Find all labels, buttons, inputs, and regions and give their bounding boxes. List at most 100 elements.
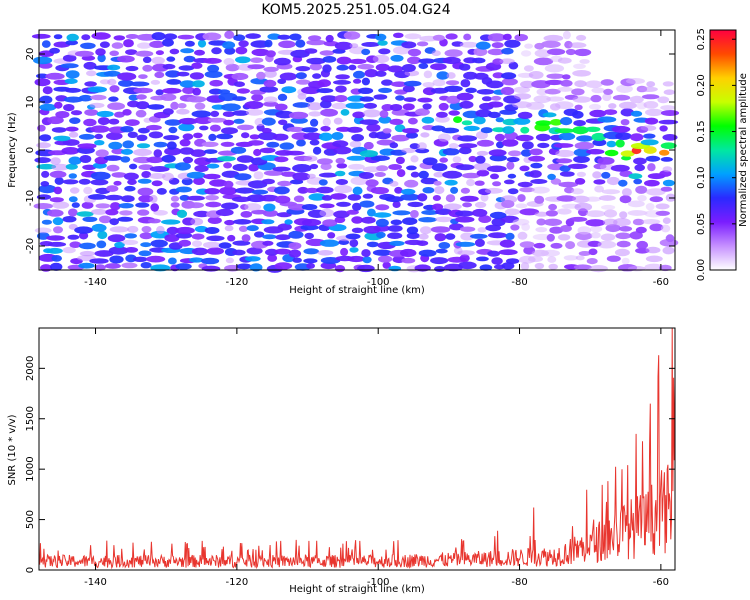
heatmap-cell xyxy=(320,100,332,109)
heatmap-cell xyxy=(317,250,334,256)
heatmap-cell xyxy=(359,96,374,102)
heatmap-cell xyxy=(590,94,602,103)
heatmap-cell xyxy=(370,187,389,195)
heatmap-cell xyxy=(141,226,152,233)
x-tick-label: -60 xyxy=(653,577,669,588)
heatmap-cell xyxy=(36,163,57,170)
heatmap-cell xyxy=(62,216,77,223)
heatmap-cell xyxy=(40,181,50,187)
heatmap-cell xyxy=(573,63,586,69)
x-tick-label: -80 xyxy=(511,577,527,588)
heatmap-cell xyxy=(361,48,371,56)
heatmap-cell xyxy=(572,126,589,135)
heatmap-cell xyxy=(296,139,306,147)
heatmap-cell xyxy=(140,262,152,269)
heatmap-cell xyxy=(601,204,616,210)
heatmap-cell xyxy=(575,255,585,261)
heatmap-cell xyxy=(91,223,107,232)
heatmap-cell xyxy=(135,50,154,57)
heatmap-cell xyxy=(278,40,296,49)
heatmap-cell xyxy=(352,202,362,211)
heatmap-cell xyxy=(612,94,631,101)
heatmap-cell xyxy=(301,127,319,133)
heatmap-cell xyxy=(306,57,326,65)
heatmap-cell xyxy=(160,93,177,101)
heatmap-cell xyxy=(361,216,376,224)
heatmap-cell xyxy=(495,117,504,123)
heatmap-cell xyxy=(279,72,297,81)
heatmap-cell xyxy=(469,233,488,239)
heatmap-cell xyxy=(630,110,643,117)
heatmap-cell xyxy=(359,150,378,158)
heatmap-cell xyxy=(275,103,288,111)
heatmap-cell xyxy=(68,196,78,203)
heatmap-cell xyxy=(108,141,123,150)
heatmap-cell xyxy=(164,234,180,242)
heatmap-cell xyxy=(66,33,79,42)
heatmap-cell xyxy=(340,247,349,257)
heatmap-cell xyxy=(153,141,168,148)
heatmap-cell xyxy=(474,201,487,208)
heatmap-cell xyxy=(194,49,205,56)
heatmap-cell xyxy=(204,227,220,234)
heatmap-cell xyxy=(225,257,234,264)
heatmap-cell xyxy=(502,33,512,41)
heatmap-cell xyxy=(574,104,583,111)
heatmap-cell xyxy=(571,88,585,96)
heatmap-cell xyxy=(336,201,351,207)
heatmap-cell xyxy=(544,64,565,73)
heatmap-cell xyxy=(310,118,319,127)
heatmap-cell xyxy=(54,101,63,109)
heatmap-cell xyxy=(556,208,572,215)
heatmap-cell xyxy=(410,210,419,218)
heatmap-cell xyxy=(402,217,418,225)
heatmap-cell xyxy=(49,47,60,54)
heatmap-cell xyxy=(444,85,463,93)
heatmap-cell xyxy=(89,258,109,264)
heatmap-cell xyxy=(614,248,630,257)
heatmap-cell xyxy=(517,194,526,202)
heatmap-cell xyxy=(68,173,78,179)
heatmap-cell xyxy=(417,97,433,103)
heatmap-cell xyxy=(109,255,124,264)
heatmap-cell xyxy=(553,143,574,148)
heatmap-cell xyxy=(534,262,545,270)
heatmap-cell xyxy=(106,132,123,141)
heatmap-cell xyxy=(636,240,648,250)
heatmap-cell xyxy=(632,218,645,226)
heatmap-cell xyxy=(221,202,239,210)
heatmap-cell xyxy=(663,89,675,95)
heatmap-cell xyxy=(51,163,70,171)
heatmap-cell xyxy=(567,163,588,169)
heatmap-cell xyxy=(295,72,307,80)
heatmap-cell xyxy=(418,63,429,69)
heatmap-cell xyxy=(547,256,557,263)
y-tick-label: 10 xyxy=(25,96,36,109)
heatmap-cell xyxy=(418,233,429,240)
heatmap-cell xyxy=(373,224,391,232)
heatmap-cell xyxy=(528,155,545,162)
heatmap-cell xyxy=(166,56,176,62)
heatmap-cell xyxy=(61,147,80,155)
heatmap-cell xyxy=(459,41,479,48)
heatmap-cell xyxy=(374,172,386,177)
heatmap-cell xyxy=(459,146,472,155)
heatmap-cell xyxy=(635,226,647,234)
heatmap-cell xyxy=(320,162,332,171)
heatmap-cell xyxy=(644,117,659,125)
heatmap-cell xyxy=(531,186,550,194)
heatmap-cell xyxy=(571,188,584,195)
heatmap-cell xyxy=(333,117,343,125)
heatmap-cell xyxy=(403,80,422,87)
heatmap-cell xyxy=(263,79,277,88)
heatmap-cell xyxy=(633,157,647,165)
heatmap-cell xyxy=(599,163,614,171)
heatmap-cell xyxy=(333,80,351,85)
heatmap-cell xyxy=(556,195,577,202)
heatmap-cell xyxy=(649,223,664,232)
heatmap-cell xyxy=(68,131,79,138)
heatmap-cell xyxy=(515,203,528,209)
heatmap-cell xyxy=(345,233,361,240)
heatmap-cell xyxy=(263,203,276,212)
heatmap-cell xyxy=(206,163,220,169)
